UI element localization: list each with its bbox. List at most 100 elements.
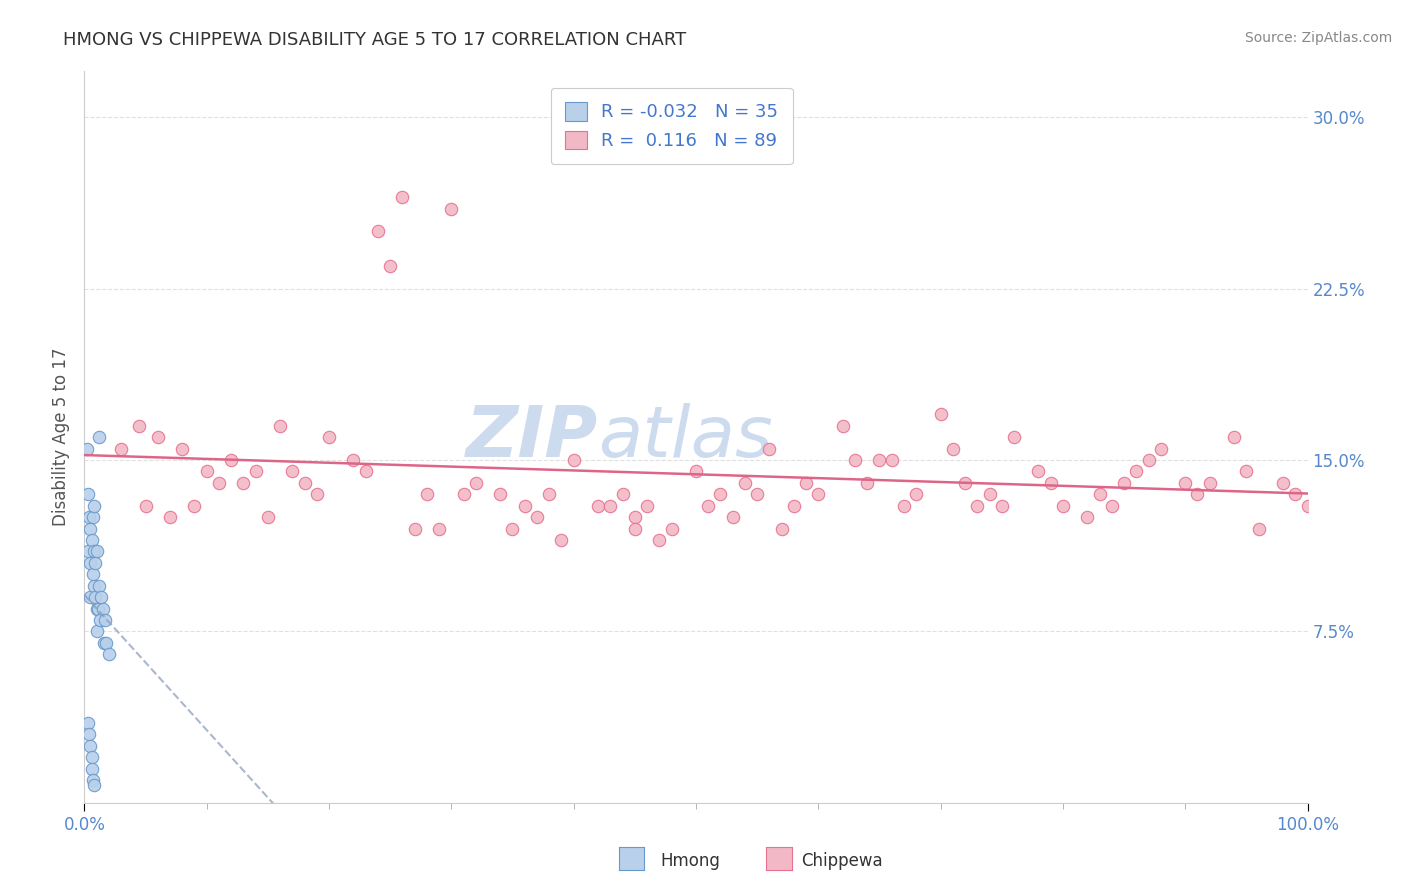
Point: [87, 601, 110, 615]
Text: Chippewa: Chippewa: [801, 852, 883, 870]
Point: [1174, 475, 1197, 490]
Point: [624, 521, 647, 535]
Point: [77, 715, 100, 730]
Point: [87, 430, 110, 444]
Point: [905, 487, 928, 501]
Point: [354, 464, 377, 478]
Point: [245, 464, 267, 478]
Point: [979, 487, 1001, 501]
Point: [807, 487, 830, 501]
Point: [82, 567, 104, 582]
Point: [87, 579, 110, 593]
Point: [80, 533, 103, 547]
Point: [83, 544, 105, 558]
Point: [86, 601, 108, 615]
Point: [77, 510, 100, 524]
Point: [1223, 430, 1246, 444]
Point: [391, 190, 413, 204]
Point: [232, 475, 254, 490]
Point: [77, 727, 100, 741]
Point: [294, 475, 316, 490]
Point: [893, 499, 915, 513]
Point: [77, 487, 100, 501]
Point: [464, 475, 486, 490]
Point: [1296, 499, 1319, 513]
Point: [183, 499, 205, 513]
Point: [831, 418, 853, 433]
Text: Source: ZipAtlas.com: Source: ZipAtlas.com: [1244, 31, 1392, 45]
Point: [1076, 510, 1098, 524]
Point: [1198, 475, 1220, 490]
Point: [77, 544, 100, 558]
Point: [96, 636, 118, 650]
Point: [929, 407, 952, 421]
Point: [624, 510, 647, 524]
Point: [747, 487, 769, 501]
Point: [79, 590, 101, 604]
Point: [83, 778, 105, 792]
Point: [1284, 487, 1306, 501]
Point: [942, 442, 965, 456]
Point: [880, 453, 903, 467]
Point: [1137, 453, 1160, 467]
Point: [90, 590, 112, 604]
Point: [83, 579, 105, 593]
Point: [966, 499, 988, 513]
Point: [79, 739, 101, 753]
Point: [869, 453, 891, 467]
Point: [110, 442, 132, 456]
Point: [1101, 499, 1123, 513]
Point: [1187, 487, 1209, 501]
Point: [208, 475, 231, 490]
Point: [1150, 442, 1173, 456]
Point: [79, 556, 101, 570]
Point: [195, 464, 218, 478]
Point: [159, 510, 181, 524]
Point: [94, 613, 117, 627]
Point: [856, 475, 879, 490]
Point: [93, 636, 115, 650]
Point: [599, 499, 621, 513]
Point: [219, 453, 242, 467]
Point: [953, 475, 976, 490]
Text: ZIP: ZIP: [465, 402, 598, 472]
Point: [380, 259, 402, 273]
Point: [91, 601, 114, 615]
Point: [991, 499, 1014, 513]
Point: [269, 418, 291, 433]
Point: [1002, 430, 1025, 444]
Point: [697, 499, 720, 513]
Point: [636, 499, 658, 513]
Point: [1052, 499, 1074, 513]
Point: [586, 499, 609, 513]
Point: [172, 442, 194, 456]
Point: [758, 442, 780, 456]
Point: [612, 487, 634, 501]
Point: [526, 510, 548, 524]
Point: [135, 499, 157, 513]
Point: [84, 590, 107, 604]
Point: [84, 556, 107, 570]
Y-axis label: Disability Age 5 to 17: Disability Age 5 to 17: [52, 348, 70, 526]
Point: [76, 442, 98, 456]
Point: [661, 521, 683, 535]
Point: [427, 521, 450, 535]
Point: [538, 487, 561, 501]
Point: [734, 475, 756, 490]
Text: HMONG VS CHIPPEWA DISABILITY AGE 5 TO 17 CORRELATION CHART: HMONG VS CHIPPEWA DISABILITY AGE 5 TO 17…: [63, 31, 686, 49]
Point: [79, 521, 101, 535]
Point: [318, 430, 340, 444]
Point: [440, 202, 463, 216]
Point: [1088, 487, 1111, 501]
Point: [82, 510, 104, 524]
Point: [1272, 475, 1295, 490]
Legend: R = -0.032   N = 35, R =  0.116   N = 89: R = -0.032 N = 35, R = 0.116 N = 89: [551, 87, 793, 164]
Point: [721, 510, 744, 524]
Point: [489, 487, 512, 501]
Text: atlas: atlas: [598, 402, 773, 472]
Point: [86, 624, 108, 639]
Point: [83, 499, 105, 513]
Point: [1247, 521, 1270, 535]
Point: [416, 487, 439, 501]
Point: [80, 762, 103, 776]
